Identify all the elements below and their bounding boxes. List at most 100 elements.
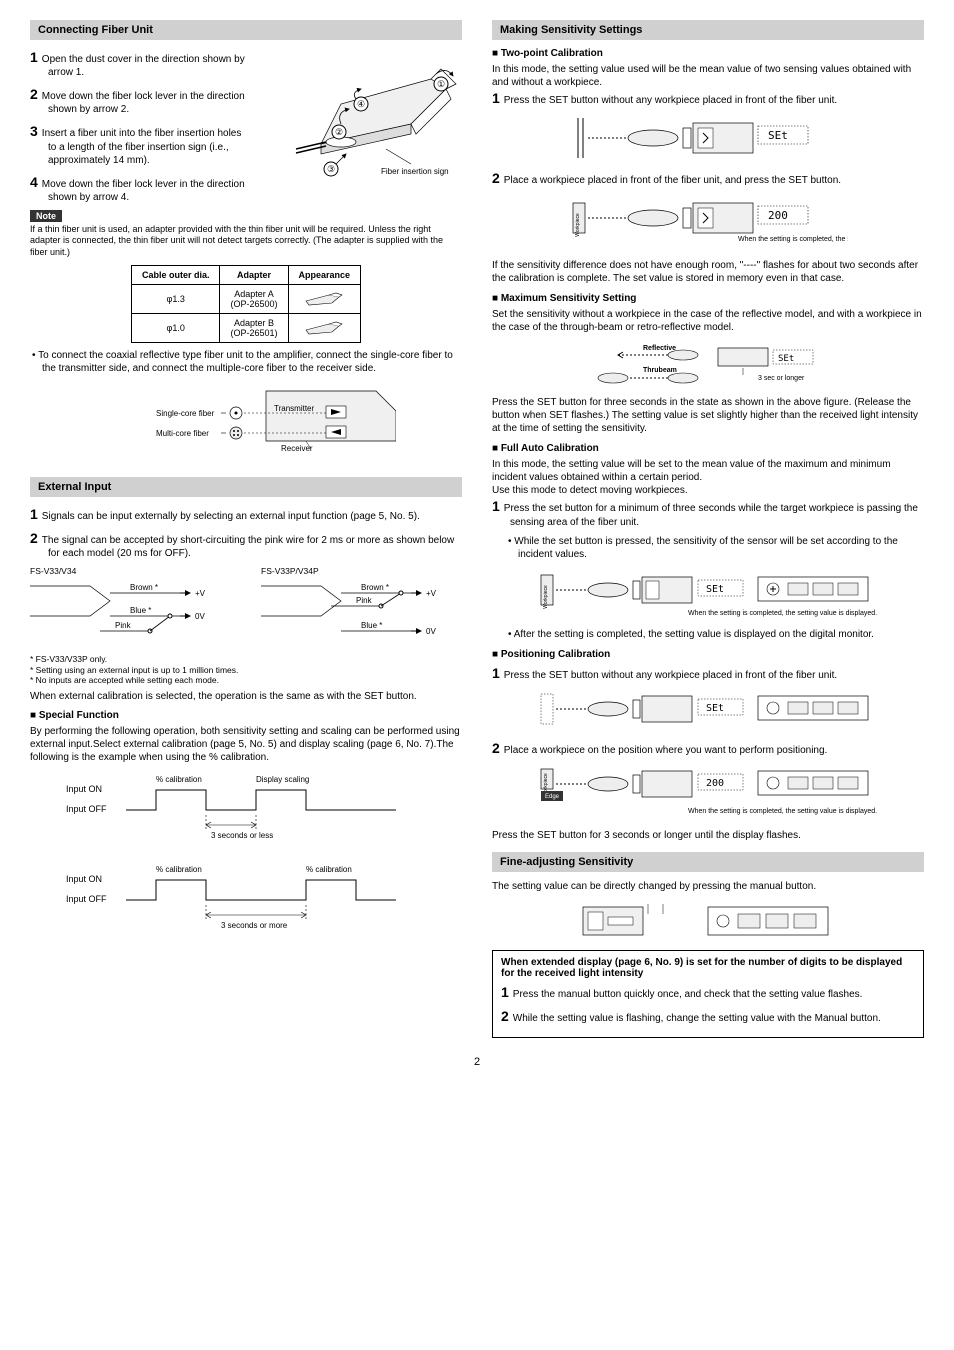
full-intro: In this mode, the setting value will be … — [492, 458, 924, 497]
svg-text:Thrubeam: Thrubeam — [643, 367, 677, 374]
step-text: Open the dust cover in the direction sho… — [42, 54, 245, 78]
svg-text:Blue *: Blue * — [361, 621, 382, 630]
td: φ1.0 — [131, 313, 220, 342]
td: Adapter B (OP-26501) — [220, 313, 288, 342]
twopoint-fig-1: SEt — [568, 113, 848, 163]
svg-text:Pink: Pink — [356, 596, 373, 605]
svg-text:Edge: Edge — [545, 794, 560, 800]
svg-text:Workpiece: Workpiece — [543, 585, 549, 609]
td: φ1.3 — [131, 284, 220, 313]
timing-diagram: Input ON Input OFF % calibration Display… — [56, 770, 436, 940]
wiring-b-figure: Brown * Pink Blue * +V 0V — [261, 576, 461, 651]
full-heading: Full Auto Calibration — [492, 443, 924, 454]
svg-text:% calibration: % calibration — [156, 775, 202, 784]
svg-text:Input ON: Input ON — [66, 874, 102, 884]
coax-figure: Single-core fiber Multi-core fiber Trans… — [96, 381, 396, 471]
svg-text:Single-core fiber: Single-core fiber — [156, 409, 215, 418]
connecting-step-4: 4Move down the fiber lock lever in the d… — [30, 173, 249, 204]
adapter-table: Cable outer dia. Adapter Appearance φ1.3… — [131, 265, 361, 343]
svg-text:Input ON: Input ON — [66, 784, 102, 794]
box-step-1: 1Press the manual button quickly once, a… — [501, 983, 915, 1001]
full-fig: Workpiece SEt When the setting is comple… — [538, 567, 878, 622]
svg-text:0V: 0V — [195, 612, 205, 621]
footnote: * FS-V33/V33P only. — [30, 654, 462, 664]
th-appearance: Appearance — [288, 265, 361, 284]
model-a-label: FS-V33/V34 — [30, 566, 231, 576]
fiber-unit-figure: ① ② ③ ④ Fiber insertion sign — [281, 54, 461, 184]
svg-text:3 seconds or more: 3 seconds or more — [221, 921, 288, 930]
connecting-step-1: 1Open the dust cover in the direction sh… — [30, 48, 249, 79]
full-step-1: 1Press the set button for a minimum of t… — [492, 497, 924, 528]
full-bullet-1: • While the set button is pressed, the s… — [506, 535, 924, 561]
svg-text:When the setting is completed,: When the setting is completed, the setti… — [688, 610, 877, 617]
twopoint-heading: Two-point Calibration — [492, 48, 924, 59]
section-header-fine: Fine-adjusting Sensitivity — [492, 852, 924, 872]
svg-text:Pink: Pink — [115, 621, 132, 630]
connecting-step-3: 3Insert a fiber unit into the fiber inse… — [30, 122, 249, 166]
section-header-connecting: Connecting Fiber Unit — [30, 20, 462, 40]
step-text: Insert a fiber unit into the fiber inser… — [42, 128, 242, 165]
svg-text:Fiber insertion sign: Fiber insertion sign — [381, 167, 449, 176]
svg-text:Blue *: Blue * — [130, 606, 151, 615]
svg-text:200: 200 — [706, 778, 724, 789]
svg-text:④: ④ — [357, 99, 365, 109]
section-header-sensitivity: Making Sensitivity Settings — [492, 20, 924, 40]
box-title: When extended display (page 6, No. 9) is… — [501, 957, 915, 979]
fine-intro: The setting value can be directly change… — [492, 880, 924, 893]
max-fig: Reflective Thrubeam SEt 3 sec or longer — [568, 340, 848, 390]
svg-text:Multi-core fiber: Multi-core fiber — [156, 429, 209, 438]
coax-bullet: • To connect the coaxial reflective type… — [30, 349, 462, 375]
step-text: Move down the fiber lock lever in the di… — [42, 179, 245, 203]
twopoint-intro: In this mode, the setting value used wil… — [492, 63, 924, 89]
svg-text:Brown *: Brown * — [130, 583, 158, 592]
section-header-external: External Input — [30, 477, 462, 497]
svg-text:Workpiece: Workpiece — [575, 213, 581, 237]
fine-fig — [578, 899, 838, 944]
wiring-a-figure: Brown * Blue * Pink +V 0V — [30, 576, 230, 651]
svg-text:SEt: SEt — [778, 354, 794, 364]
svg-text:③: ③ — [327, 164, 335, 174]
pos-fig-1: SEt — [538, 688, 878, 733]
svg-text:When the setting is completed,: When the setting is completed, the setti… — [688, 808, 877, 815]
max-heading: Maximum Sensitivity Setting — [492, 293, 924, 304]
max-after: Press the SET button for three seconds i… — [492, 396, 924, 435]
svg-text:0V: 0V — [426, 627, 436, 636]
page-number: 2 — [30, 1056, 924, 1068]
svg-text:Receiver: Receiver — [281, 444, 313, 453]
svg-text:Brown *: Brown * — [361, 583, 389, 592]
svg-text:3 seconds or less: 3 seconds or less — [211, 831, 273, 840]
external-step-2: 2The signal can be accepted by short-cir… — [30, 529, 462, 560]
th-adapter: Adapter — [220, 265, 288, 284]
external-step-1: 1Signals can be input externally by sele… — [30, 505, 462, 523]
svg-text:+V: +V — [195, 589, 206, 598]
pos-after: Press the SET button for 3 seconds or lo… — [492, 829, 924, 842]
special-function-heading: Special Function — [30, 710, 462, 721]
td: Adapter A (OP-26500) — [220, 284, 288, 313]
footnote: * No inputs are accepted while setting e… — [30, 675, 462, 685]
svg-text:Display scaling: Display scaling — [256, 775, 309, 784]
svg-text:% calibration: % calibration — [306, 865, 352, 874]
td — [288, 284, 361, 313]
svg-text:SEt: SEt — [706, 584, 724, 595]
step-text: Move down the fiber lock lever in the di… — [42, 91, 245, 115]
footnote: * Setting using an external input is up … — [30, 665, 462, 675]
note-text: If a thin fiber unit is used, an adapter… — [30, 224, 462, 259]
svg-text:①: ① — [437, 79, 445, 89]
pos-step-2: 2Place a workpiece on the position where… — [492, 739, 924, 757]
full-bullet-2: • After the setting is completed, the se… — [506, 628, 924, 641]
pos-heading: Positioning Calibration — [492, 649, 924, 660]
connecting-step-2: 2Move down the fiber lock lever in the d… — [30, 85, 249, 116]
th-dia: Cable outer dia. — [131, 265, 220, 284]
svg-text:②: ② — [335, 127, 343, 137]
model-b-label: FS-V33P/V34P — [261, 566, 462, 576]
max-intro: Set the sensitivity without a workpiece … — [492, 308, 924, 334]
svg-text:% calibration: % calibration — [156, 865, 202, 874]
pos-fig-2: Workpiece Edge 200 When the setting is c… — [538, 763, 878, 823]
svg-text:Transmitter: Transmitter — [274, 404, 314, 413]
svg-text:SEt: SEt — [706, 703, 724, 714]
box-step-2: 2While the setting value is flashing, ch… — [501, 1007, 915, 1025]
svg-text:Reflective: Reflective — [643, 345, 676, 352]
twopoint-step-1: 1Press the SET button without any workpi… — [492, 89, 924, 107]
external-when-text: When external calibration is selected, t… — [30, 691, 462, 702]
td — [288, 313, 361, 342]
